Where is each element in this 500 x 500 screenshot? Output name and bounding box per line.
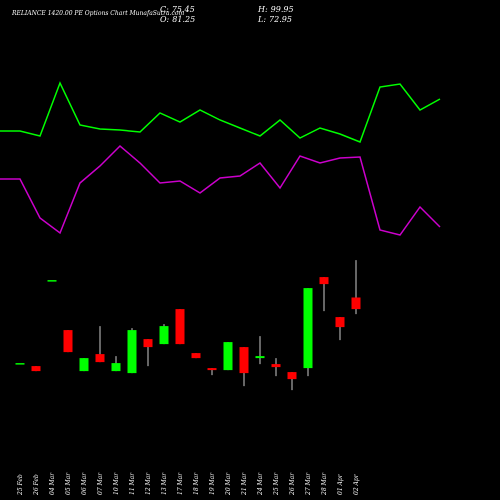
x-tick-label: 25 Mar <box>273 472 280 496</box>
x-tick-label: 24 Mar <box>257 472 264 496</box>
candle-body <box>95 354 105 363</box>
x-tick-label: 28 Mar <box>321 472 328 496</box>
candle-body <box>143 339 153 348</box>
candle-body <box>159 326 169 345</box>
x-tick-label: 17 Mar <box>177 472 184 495</box>
ohlc-info: C: 75.45 <box>160 5 195 14</box>
ohlc-info: L: 72.95 <box>257 15 292 24</box>
candle-body <box>47 280 57 282</box>
info-label: O: <box>160 15 170 24</box>
info-value: 72.95 <box>269 15 292 24</box>
candle-body <box>271 364 281 368</box>
candle-body <box>127 330 137 374</box>
candle-body <box>111 363 121 372</box>
info-label: C: <box>160 5 169 14</box>
candle-body <box>287 372 297 380</box>
candle-body <box>223 342 233 371</box>
info-label: H: <box>257 5 268 14</box>
x-tick-label: 25 Feb <box>17 474 24 496</box>
info-value: 99.95 <box>271 5 294 14</box>
x-tick-label: 10 Mar <box>113 472 120 495</box>
candle-body <box>31 366 41 372</box>
candle-body <box>335 317 345 328</box>
chart-title: RELIANCE 1420.00 PE Options Chart Munafa… <box>11 10 184 17</box>
candle-body <box>319 277 329 285</box>
x-tick-label: 19 Mar <box>209 472 216 495</box>
info-label: L: <box>257 15 266 24</box>
x-tick-label: 21 Mar <box>241 472 248 496</box>
x-tick-label: 27 Mar <box>305 472 312 496</box>
info-value: 81.25 <box>172 15 195 24</box>
ohlc-info: H: 99.95 <box>257 5 294 14</box>
candle-body <box>303 288 313 369</box>
x-tick-label: 02 Apr <box>353 473 360 495</box>
x-tick-label: 05 Mar <box>65 472 72 495</box>
ohlc-info: O: 81.25 <box>160 15 195 24</box>
x-tick-label: 13 Mar <box>161 472 168 495</box>
x-tick-label: 07 Mar <box>97 472 104 495</box>
candle-body <box>15 363 25 365</box>
candle-body <box>175 309 185 345</box>
x-tick-label: 26 Mar <box>289 472 296 496</box>
x-tick-label: 26 Feb <box>33 474 40 496</box>
x-tick-label: 04 Mar <box>49 472 56 495</box>
indicator-line <box>0 144 441 236</box>
candle-body <box>207 368 217 371</box>
candle-body <box>191 353 201 359</box>
x-tick-label: 01 Apr <box>337 473 344 495</box>
candle-body <box>63 330 73 353</box>
x-tick-label: 11 Mar <box>129 472 136 495</box>
x-tick-label: 06 Mar <box>81 472 88 495</box>
candle-body <box>351 297 361 310</box>
x-tick-label: 20 Mar <box>225 472 232 496</box>
candle-body <box>79 358 89 372</box>
x-tick-label: 18 Mar <box>193 472 200 495</box>
candle-body <box>255 356 265 359</box>
info-value: 75.45 <box>172 5 195 14</box>
indicator-line <box>0 81 441 143</box>
x-tick-label: 12 Mar <box>145 472 152 495</box>
candle-body <box>239 347 249 374</box>
